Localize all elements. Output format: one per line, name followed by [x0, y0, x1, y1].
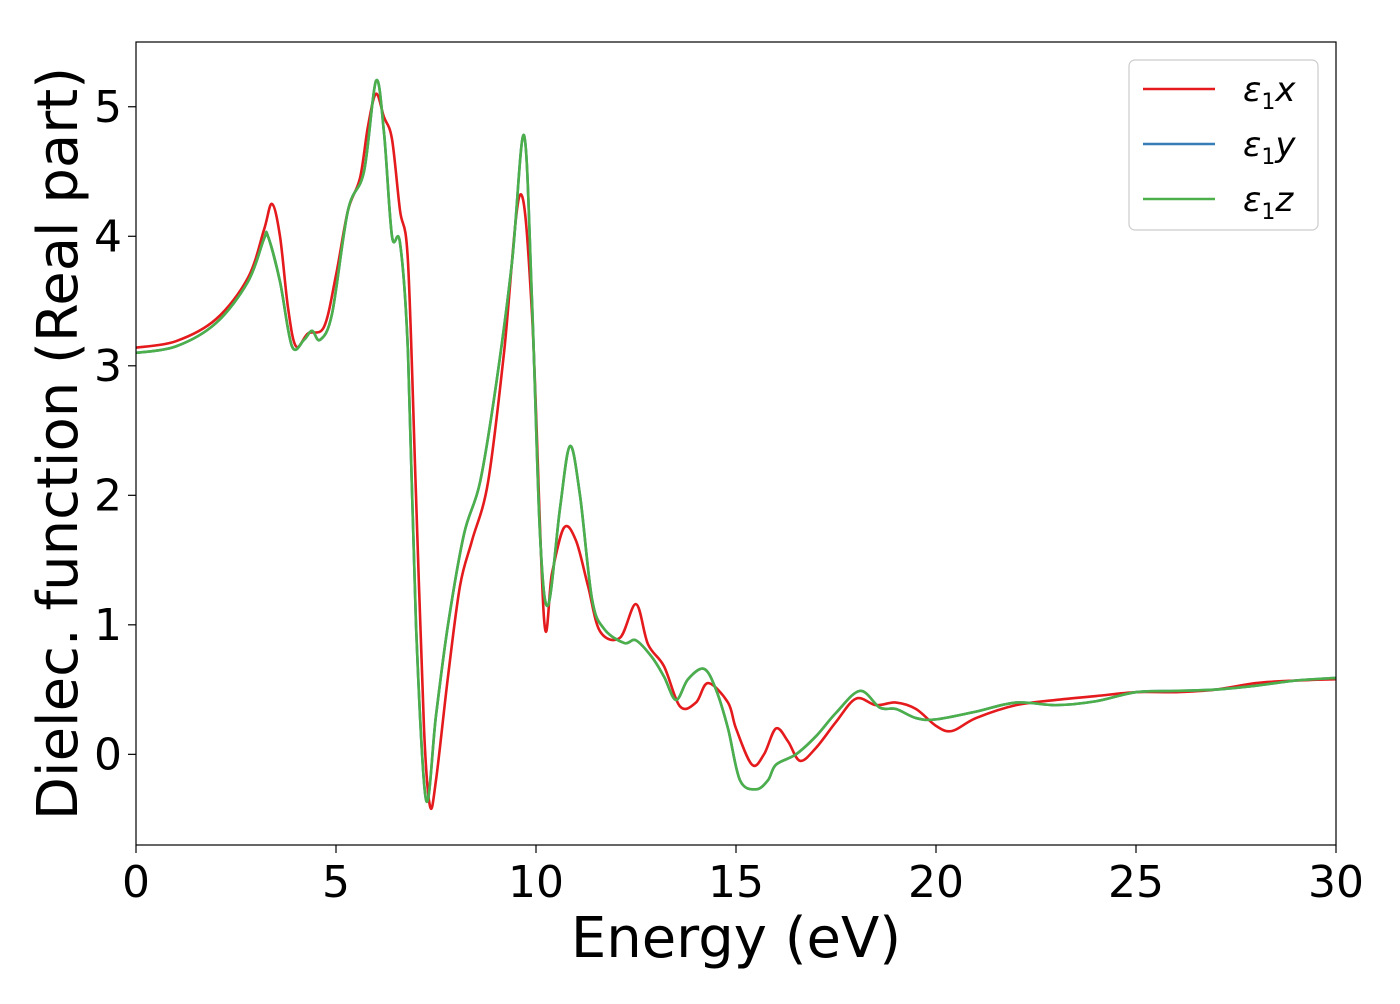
legend-label: ε1y	[1243, 125, 1296, 170]
legend: ε1x ε1y ε1z	[1128, 59, 1319, 231]
y-tick-label: 2	[94, 470, 122, 521]
x-axis-label: Energy (eV)	[571, 906, 901, 971]
y-tick-label: 4	[94, 211, 122, 262]
y-tick-label: 0	[94, 729, 122, 780]
y-tick-label: 5	[94, 82, 122, 133]
x-tick-label: 30	[1308, 857, 1364, 908]
x-axis: 0 5 10 15 20 25 30	[122, 845, 1364, 908]
series-lines	[136, 78, 1336, 811]
legend-label: ε1x	[1243, 70, 1296, 115]
y-tick-label: 3	[94, 341, 122, 392]
x-tick-label: 0	[122, 857, 150, 908]
legend-label: ε1z	[1243, 180, 1294, 225]
x-tick-label: 10	[508, 857, 564, 908]
legend-box	[1128, 59, 1319, 231]
x-tick-label: 25	[1108, 857, 1164, 908]
series-line-3	[136, 78, 1336, 804]
y-axis: 0 1 2 3 4 5	[94, 82, 136, 780]
y-axis-label: Dielec. function (Real part)	[26, 67, 91, 820]
x-tick-label: 5	[322, 857, 350, 908]
x-tick-label: 20	[908, 857, 964, 908]
y-tick-label: 1	[94, 600, 122, 651]
x-tick-label: 15	[708, 857, 764, 908]
